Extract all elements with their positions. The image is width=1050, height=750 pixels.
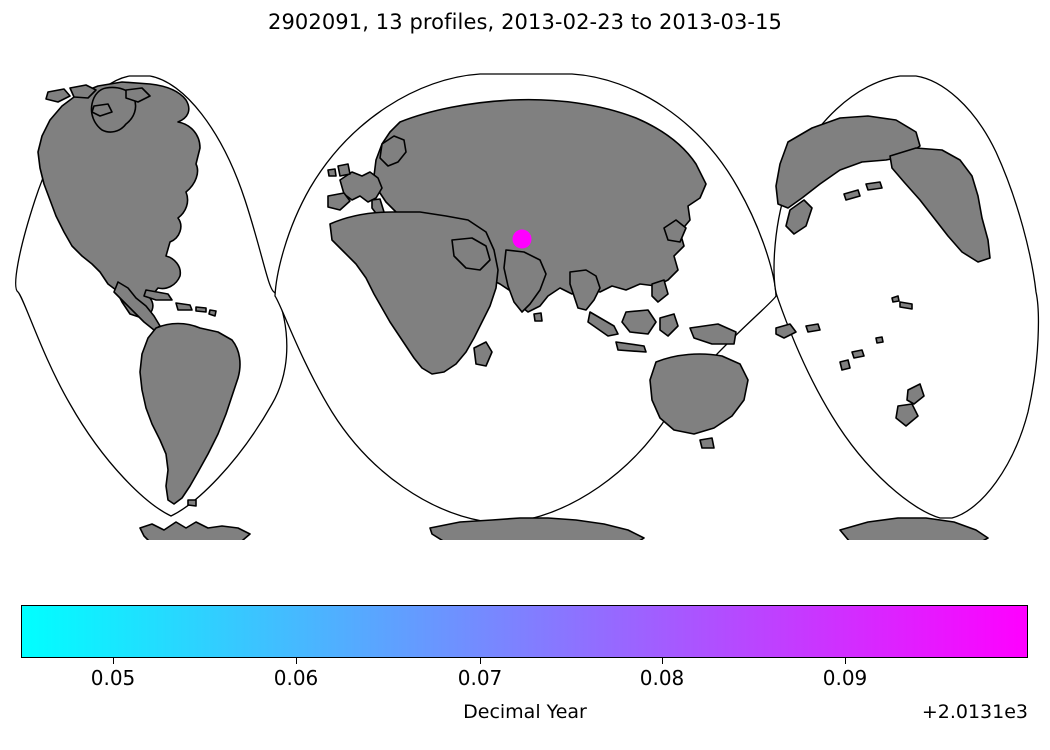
new-guinea (689, 323, 737, 345)
madagascar (473, 341, 493, 367)
colorbar[interactable] (21, 605, 1028, 658)
colorbar-gradient[interactable] (21, 605, 1028, 658)
caribbean-lesser-antilles (208, 309, 217, 317)
japan (663, 219, 687, 243)
arctic-islands-3 (91, 103, 113, 117)
colorbar-tick-4 (845, 658, 846, 664)
siberia-east (775, 115, 921, 209)
java (615, 341, 647, 353)
landmasses-americas (37, 81, 251, 540)
new-zealand-north (906, 383, 925, 405)
arctic-islands-1 (69, 84, 97, 99)
falkland-islands (187, 499, 197, 507)
arctic-islands-4 (125, 87, 151, 103)
british-isles (337, 163, 351, 177)
pacific-island-small (875, 336, 884, 344)
colorbar-tick-2 (480, 658, 481, 664)
colorbar-offset-text: +2.0131e3 (921, 701, 1028, 723)
ireland (327, 168, 337, 177)
sulawesi (659, 313, 679, 337)
profile-markers[interactable] (512, 229, 532, 249)
sumatra (587, 311, 619, 337)
colorbar-ticklabel-0: 0.05 (90, 666, 136, 690)
tasmania (699, 437, 715, 449)
page-title: 2902091, 13 profiles, 2013-02-23 to 2013… (267, 10, 782, 34)
southeast-asia (569, 269, 601, 311)
caribbean-puertorico (195, 306, 207, 313)
europe-west (339, 171, 383, 203)
world-map[interactable] (0, 60, 1050, 540)
australia (649, 353, 749, 435)
map-axes[interactable] (0, 60, 1050, 540)
vanuatu-islands (839, 359, 851, 371)
colorbar-ticklabel-4: 0.09 (822, 666, 868, 690)
colorbar-tick-0 (113, 658, 114, 664)
aleutian-islands-2 (843, 189, 861, 201)
iberia (327, 192, 351, 211)
hawaii-2 (899, 301, 913, 310)
fiji-islands (851, 349, 865, 359)
borneo (621, 309, 657, 335)
colorbar-ticklabel-1: 0.06 (273, 666, 319, 690)
hawaii-1 (891, 295, 900, 303)
colorbar-axis-label: Decimal Year (463, 701, 587, 723)
antarctica-lobe2 (429, 517, 645, 540)
landmasses-afro-eurasia (327, 98, 749, 540)
australia-east-sliver (775, 323, 797, 339)
north-america (37, 81, 201, 319)
profile-marker-point[interactable] (512, 229, 532, 249)
sri-lanka (533, 312, 543, 322)
scandinavia (379, 135, 407, 167)
arabian-peninsula (451, 237, 491, 271)
philippines (651, 279, 669, 303)
antarctica-lobe3 (839, 517, 989, 540)
arctic-islands-2 (45, 88, 71, 103)
caribbean-cuba (143, 289, 173, 301)
colorbar-tick-1 (296, 658, 297, 664)
antarctica-lobe1 (139, 521, 251, 540)
alaska (889, 147, 991, 263)
new-zealand-south (895, 403, 919, 427)
colorbar-ticklabel-2: 0.07 (457, 666, 503, 690)
south-america (139, 322, 241, 505)
solomon-islands (805, 323, 821, 333)
india (503, 249, 547, 313)
colorbar-tick-3 (662, 658, 663, 664)
landmasses-pacific (775, 115, 991, 540)
aleutian-islands-1 (865, 181, 883, 191)
caribbean-hispaniola (175, 302, 193, 311)
kamchatka (785, 199, 813, 235)
colorbar-ticklabel-3: 0.08 (639, 666, 685, 690)
